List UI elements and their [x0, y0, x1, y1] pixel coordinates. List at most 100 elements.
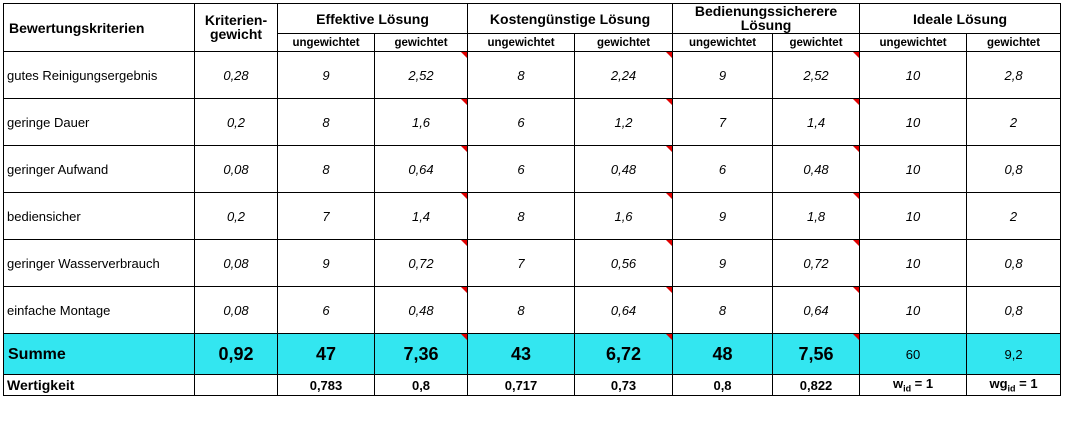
sum-cell: 60	[859, 333, 968, 375]
wertigkeit-cell: 0,8	[672, 374, 774, 396]
header-ideal-solution: Ideale Lösung	[859, 3, 1062, 34]
unweighted-cell: 7	[467, 239, 576, 287]
subheader-unweighted: ungewichtet	[859, 33, 968, 52]
wertigkeit-cell: 0,717	[467, 374, 576, 396]
unweighted-cell: 9	[672, 51, 774, 99]
wertigkeit-cell: 0,822	[772, 374, 861, 396]
weighted-cell: 1,6	[574, 192, 674, 240]
unweighted-cell: 6	[467, 98, 576, 146]
criteria-label: geringer Wasserverbrauch	[3, 239, 195, 287]
sum-row: Summe 0,92 47 7,36 43 6,72 48 7,56 60 9,…	[3, 333, 1062, 375]
unweighted-cell: 10	[859, 286, 968, 334]
weighted-cell: 0,8	[966, 239, 1062, 287]
sum-cell: 7,56	[772, 333, 861, 375]
wertigkeit-cell: 0,783	[277, 374, 375, 396]
subheader-weighted: gewichtet	[373, 33, 469, 52]
subheader-unweighted: ungewichtet	[672, 33, 774, 52]
sum-cell: 47	[277, 333, 375, 375]
criteria-label: geringe Dauer	[3, 98, 195, 146]
unweighted-cell: 6	[672, 145, 774, 193]
unweighted-cell: 6	[277, 286, 375, 334]
subheader-weighted: gewichtet	[966, 33, 1062, 52]
sum-cell: 48	[672, 333, 774, 375]
weighted-cell: 2,8	[966, 51, 1062, 99]
criteria-weight: 0,08	[194, 239, 278, 287]
wertigkeit-cell: 0,8	[373, 374, 469, 396]
unweighted-cell: 10	[859, 239, 968, 287]
wertigkeit-empty	[194, 374, 278, 396]
subheader-weighted: gewichtet	[574, 33, 674, 52]
unweighted-cell: 8	[467, 286, 576, 334]
criteria-label: gutes Reinigungsergebnis	[3, 51, 195, 99]
criteria-weight: 0,28	[194, 51, 278, 99]
criteria-row: geringer Aufwand 0,08 8 0,64 6 0,48 6 0,48 10 0,8	[3, 145, 1062, 193]
header-cost-effective-solution: Kostengünstige Lösung	[467, 3, 674, 34]
unweighted-cell: 7	[277, 192, 375, 240]
weighted-cell: 0,8	[966, 145, 1062, 193]
unweighted-cell: 8	[467, 51, 576, 99]
sum-cell: 43	[467, 333, 576, 375]
criteria-label: einfache Montage	[3, 286, 195, 334]
weighted-cell: 1,6	[373, 98, 469, 146]
criteria-row: geringe Dauer 0,2 8 1,6 6 1,2 7 1,4 10 2	[3, 98, 1062, 146]
subheader-unweighted: ungewichtet	[277, 33, 375, 52]
unweighted-cell: 8	[467, 192, 576, 240]
header-effective-solution: Effektive Lösung	[276, 3, 469, 34]
sum-weight: 0,92	[194, 333, 278, 375]
weighted-cell: 0,48	[772, 145, 861, 193]
criteria-weight: 0,08	[194, 145, 278, 193]
ideal-weighted-value: wgid = 1	[966, 374, 1062, 396]
unweighted-cell: 9	[277, 51, 375, 99]
criteria-label: geringer Aufwand	[3, 145, 195, 193]
weighted-cell: 0,72	[373, 239, 469, 287]
weighted-cell: 0,8	[966, 286, 1062, 334]
unweighted-cell: 6	[467, 145, 576, 193]
header-criteria: Bewertungskriterien	[3, 3, 195, 52]
evaluation-table: Bewertungskriterien Kriterien-gewicht Ef…	[3, 3, 1062, 396]
weighted-cell: 0,48	[373, 286, 469, 334]
unweighted-cell: 9	[672, 239, 774, 287]
weighted-cell: 2,52	[373, 51, 469, 99]
wertigkeit-label: Wertigkeit	[3, 374, 195, 396]
weighted-cell: 1,8	[772, 192, 861, 240]
unweighted-cell: 9	[277, 239, 375, 287]
criteria-weight: 0,2	[194, 98, 278, 146]
criteria-row: bediensicher 0,2 7 1,4 8 1,6 9 1,8 10 2	[3, 192, 1062, 240]
header-safe-operation-solution: Bedienungssicherere Lösung	[672, 3, 861, 34]
weighted-cell: 2,52	[772, 51, 861, 99]
subheader-weighted: gewichtet	[772, 33, 861, 52]
sum-label: Summe	[3, 333, 195, 375]
weighted-cell: 1,4	[772, 98, 861, 146]
ideal-unweighted-value: wid = 1	[859, 374, 968, 396]
criteria-row: geringer Wasserverbrauch 0,08 9 0,72 7 0,56 9 0…	[3, 239, 1062, 287]
weighted-cell: 2	[966, 98, 1062, 146]
criteria-row: einfache Montage 0,08 6 0,48 8 0,64 8 0,64 10 0,8	[3, 286, 1062, 334]
unweighted-cell: 10	[859, 145, 968, 193]
weighted-cell: 1,2	[574, 98, 674, 146]
criteria-weight: 0,08	[194, 286, 278, 334]
criteria-label: bediensicher	[3, 192, 195, 240]
weighted-cell: 0,64	[772, 286, 861, 334]
sum-cell: 7,36	[373, 333, 469, 375]
unweighted-cell: 8	[277, 145, 375, 193]
criteria-row: gutes Reinigungsergebnis 0,28 9 2,52 8 2,24 9 2…	[3, 51, 1062, 99]
unweighted-cell: 10	[859, 98, 968, 146]
weighted-cell: 0,56	[574, 239, 674, 287]
unweighted-cell: 8	[672, 286, 774, 334]
weighted-cell: 2	[966, 192, 1062, 240]
weighted-cell: 0,48	[574, 145, 674, 193]
weighted-cell: 0,72	[772, 239, 861, 287]
wertigkeit-cell: 0,73	[574, 374, 674, 396]
criteria-weight: 0,2	[194, 192, 278, 240]
subheader-unweighted: ungewichtet	[467, 33, 576, 52]
weighted-cell: 0,64	[574, 286, 674, 334]
weighted-cell: 1,4	[373, 192, 469, 240]
weighted-cell: 0,64	[373, 145, 469, 193]
unweighted-cell: 7	[672, 98, 774, 146]
wertigkeit-row: Wertigkeit 0,783 0,8 0,717 0,73 0,8 0,82…	[3, 374, 1062, 396]
unweighted-cell: 10	[859, 51, 968, 99]
sum-cell: 9,2	[966, 333, 1062, 375]
sum-cell: 6,72	[574, 333, 674, 375]
weighted-cell: 2,24	[574, 51, 674, 99]
header-weight: Kriterien-gewicht	[194, 3, 278, 52]
